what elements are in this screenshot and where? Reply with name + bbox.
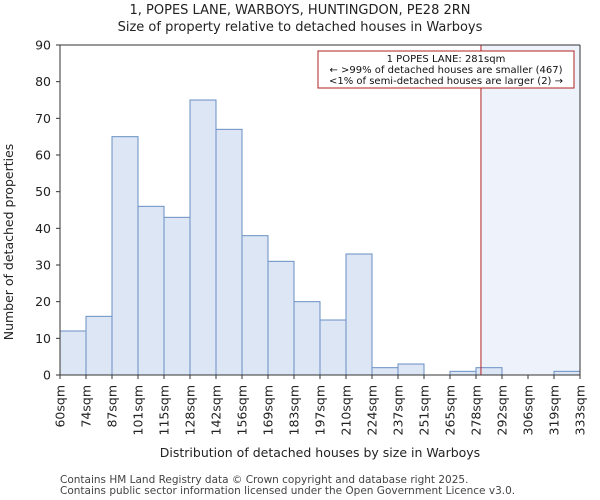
histogram-bar [189, 99, 217, 376]
y-tick-label: 70 [35, 111, 51, 126]
histogram-bar [241, 235, 269, 376]
x-tick-label: 333sqm [573, 385, 588, 435]
histogram-bar [137, 205, 165, 376]
histogram-bar [553, 370, 581, 376]
histogram-bar [59, 330, 87, 376]
x-tick-label: 87sqm [105, 385, 120, 428]
histogram-bar [293, 301, 321, 376]
x-tick-label: 197sqm [313, 385, 328, 435]
y-tick-label: 20 [35, 294, 51, 309]
annotation-box [317, 50, 575, 89]
y-axis-label: Number of detached properties [1, 144, 16, 341]
x-tick-label: 237sqm [391, 385, 406, 435]
y-tick-label: 0 [43, 368, 51, 383]
y-tick-label: 80 [35, 74, 51, 89]
y-tick-label: 40 [35, 221, 51, 236]
footer-licence: Contains public sector information licen… [60, 485, 516, 497]
histogram-bar [85, 315, 113, 376]
x-tick-label: 142sqm [209, 385, 224, 435]
x-tick-label: 115sqm [157, 385, 172, 435]
x-tick-label: 183sqm [287, 385, 302, 435]
x-tick-label: 60sqm [53, 385, 68, 428]
y-tick-label: 30 [35, 258, 51, 273]
chart-subtitle: Size of property relative to detached ho… [117, 20, 483, 35]
histogram-bar [267, 260, 295, 376]
x-tick-label: 156sqm [235, 385, 250, 435]
y-tick-label: 90 [35, 38, 51, 53]
x-tick-label: 319sqm [547, 385, 562, 435]
x-tick-label: 251sqm [417, 385, 432, 435]
histogram-bar [215, 128, 243, 376]
histogram-bar [319, 319, 347, 376]
y-tick-label: 10 [35, 331, 51, 346]
x-tick-label: 74sqm [79, 385, 94, 428]
larger-region-shade [480, 45, 580, 375]
x-tick-label: 224sqm [365, 385, 380, 435]
x-tick-label: 210sqm [339, 385, 354, 435]
x-tick-label: 128sqm [183, 385, 198, 435]
x-tick-label: 306sqm [521, 385, 536, 435]
histogram-bar [397, 363, 425, 376]
footer-copyright: Contains HM Land Registry data © Crown c… [60, 474, 469, 486]
x-axis-label: Distribution of detached houses by size … [160, 445, 480, 460]
histogram-bar [475, 367, 503, 376]
x-tick-label: 101sqm [131, 385, 146, 435]
histogram-bar [111, 136, 139, 376]
x-tick-label: 265sqm [443, 385, 458, 435]
annotation-title: 1 POPES LANE: 281sqm [387, 54, 506, 65]
y-tick-label: 50 [35, 184, 51, 199]
annotation-smaller-text: ← >99% of detached houses are smaller (4… [329, 65, 562, 76]
x-tick-label: 292sqm [495, 385, 510, 435]
histogram-bar [449, 370, 477, 376]
x-tick-label: 278sqm [469, 385, 484, 435]
chart-title: 1, POPES LANE, WARBOYS, HUNTINGDON, PE28… [129, 3, 471, 18]
histogram-bar [163, 216, 191, 376]
x-tick-label: 169sqm [261, 385, 276, 435]
y-tick-label: 60 [35, 148, 51, 163]
histogram-bar [371, 367, 399, 376]
histogram-bar [345, 253, 373, 376]
annotation-larger-text: <1% of semi-detached houses are larger (… [329, 76, 563, 87]
